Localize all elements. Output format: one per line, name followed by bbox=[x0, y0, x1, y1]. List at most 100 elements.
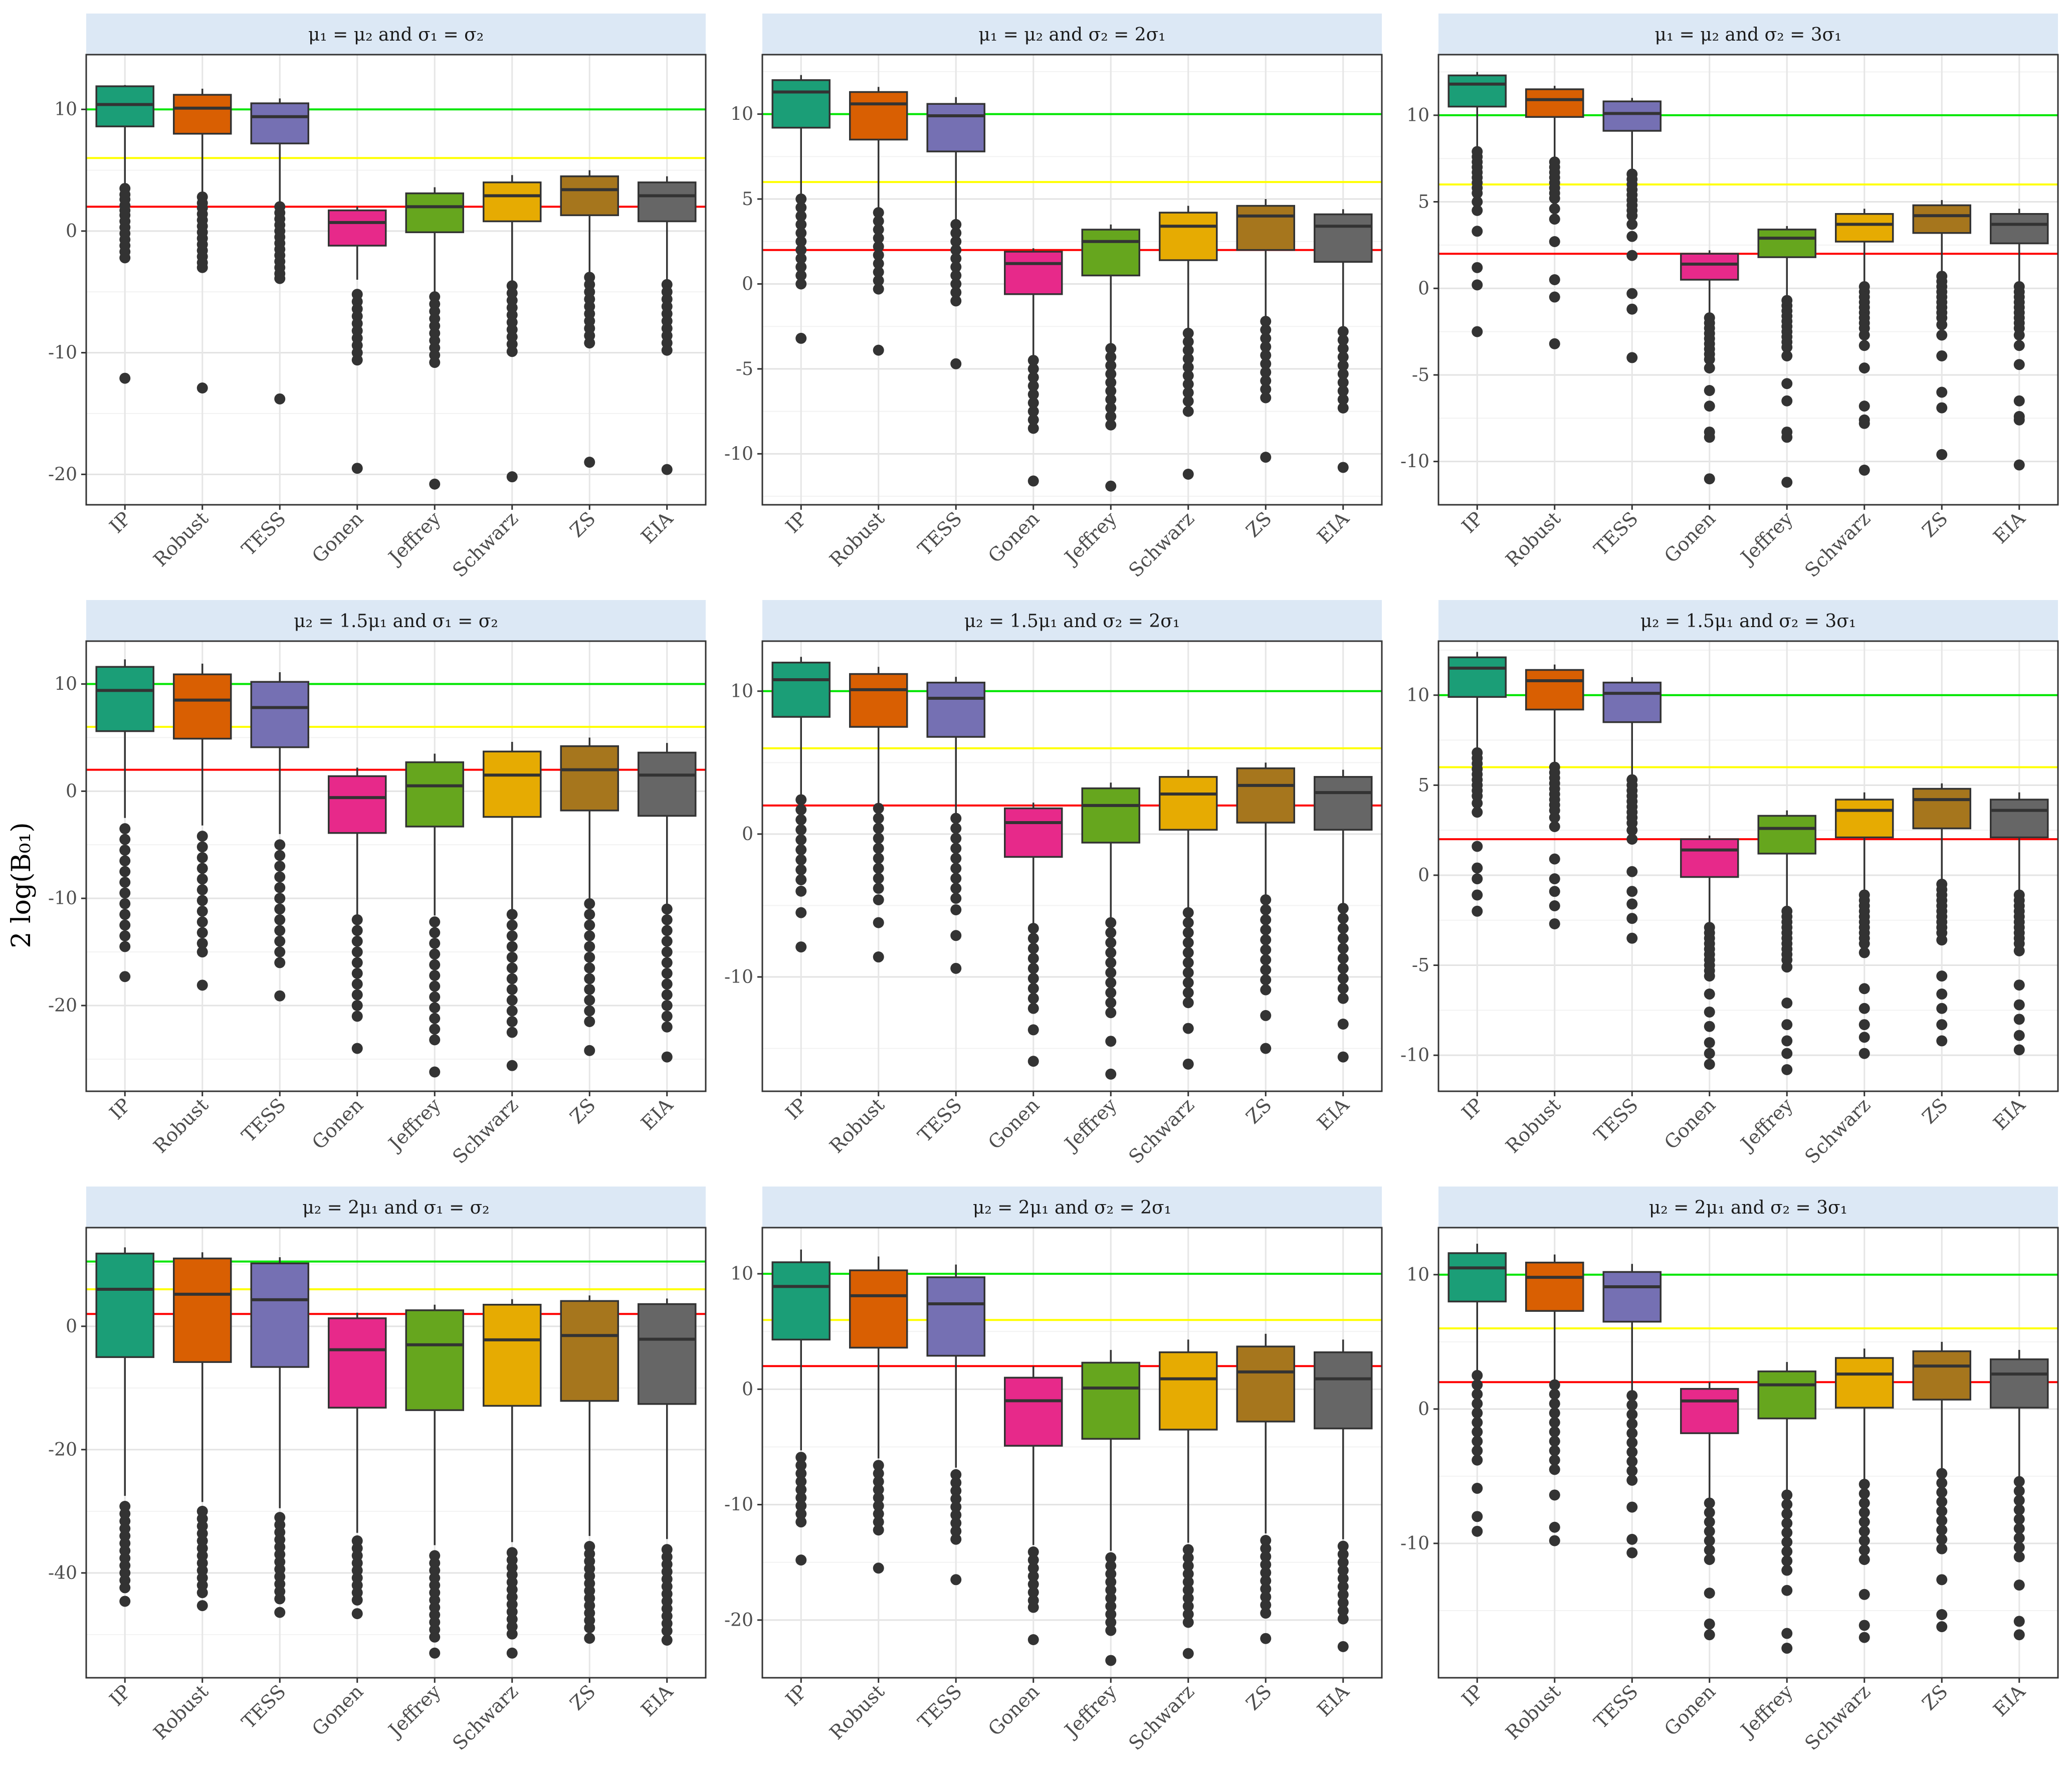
outlier-point bbox=[950, 873, 962, 884]
outlier-point bbox=[1337, 962, 1349, 974]
outlier-point bbox=[506, 909, 518, 920]
box-robust bbox=[173, 663, 232, 991]
outlier-point bbox=[351, 463, 363, 474]
outlier-point bbox=[795, 834, 807, 846]
box-zs bbox=[560, 170, 619, 468]
box-eia bbox=[1314, 769, 1373, 1063]
box-zs bbox=[560, 1295, 619, 1644]
outlier-point bbox=[2013, 1580, 2025, 1591]
outlier-point bbox=[795, 1516, 807, 1528]
y-tick-label: -10 bbox=[724, 444, 753, 464]
outlier-point bbox=[795, 1476, 807, 1487]
outlier-point bbox=[1704, 1048, 1715, 1059]
outlier-point bbox=[1182, 469, 1194, 480]
y-tick-label: -10 bbox=[1400, 1045, 1429, 1066]
outlier-point bbox=[196, 262, 208, 273]
outlier-point bbox=[1549, 1535, 1560, 1546]
outlier-point bbox=[1337, 923, 1349, 934]
outlier-point bbox=[196, 1587, 208, 1599]
iqr-box bbox=[1004, 807, 1063, 858]
iqr-box bbox=[405, 192, 464, 234]
outlier-point bbox=[1027, 423, 1039, 434]
outlier-point bbox=[795, 332, 807, 344]
outlier-point bbox=[1549, 1379, 1560, 1391]
box-robust bbox=[849, 667, 908, 963]
outlier-point bbox=[429, 948, 441, 960]
box-gonen bbox=[328, 207, 387, 474]
outlier-point bbox=[950, 227, 962, 239]
outlier-point bbox=[1472, 262, 1483, 273]
outlier-point bbox=[119, 1582, 131, 1594]
iqr-box bbox=[1081, 787, 1140, 844]
box-schwarz bbox=[1159, 206, 1218, 480]
iqr-box bbox=[1990, 213, 2049, 245]
outlier-point bbox=[1337, 952, 1349, 964]
box-jeffrey bbox=[1757, 810, 1816, 1075]
outlier-point bbox=[2013, 395, 2025, 407]
y-tick-label: 5 bbox=[742, 189, 753, 210]
outlier-point bbox=[1781, 1499, 1793, 1510]
outlier-point bbox=[1858, 1507, 1870, 1518]
outlier-point bbox=[1337, 351, 1349, 363]
outlier-point bbox=[2013, 1485, 2025, 1497]
y-tick-label: -10 bbox=[1400, 1533, 1429, 1554]
outlier-point bbox=[795, 885, 807, 897]
outlier-point bbox=[1105, 402, 1117, 414]
outlier-point bbox=[1027, 1003, 1039, 1014]
outlier-point bbox=[1936, 1003, 1948, 1014]
outlier-point bbox=[1337, 402, 1349, 414]
outlier-point bbox=[196, 937, 208, 949]
outlier-point bbox=[1472, 1389, 1483, 1400]
box-ip bbox=[1447, 1244, 1507, 1537]
outlier-point bbox=[950, 843, 962, 854]
outlier-point bbox=[1626, 1399, 1638, 1411]
outlier-point bbox=[661, 914, 673, 925]
iqr-box bbox=[1525, 669, 1584, 711]
iqr-box bbox=[926, 681, 985, 738]
iqr-box bbox=[560, 1300, 619, 1402]
outlier-point bbox=[1337, 462, 1349, 473]
box-schwarz bbox=[483, 1299, 542, 1659]
outlier-point bbox=[506, 919, 518, 931]
outlier-point bbox=[1105, 1609, 1117, 1620]
outlier-point bbox=[1626, 1547, 1638, 1558]
y-tick-label: 0 bbox=[742, 1379, 753, 1400]
outlier-point bbox=[1626, 231, 1638, 242]
outlier-point bbox=[1781, 1527, 1793, 1538]
outlier-point bbox=[950, 219, 962, 230]
outlier-point bbox=[1549, 1521, 1560, 1533]
outlier-point bbox=[1182, 1552, 1194, 1563]
outlier-point bbox=[1105, 1585, 1117, 1596]
outlier-point bbox=[2013, 1504, 2025, 1515]
outlier-point bbox=[119, 930, 131, 941]
outlier-point bbox=[1260, 964, 1272, 975]
outlier-point bbox=[873, 863, 884, 874]
box-eia bbox=[1990, 792, 2049, 1056]
outlier-point bbox=[950, 1509, 962, 1521]
y-tick-label: 10 bbox=[1406, 105, 1429, 126]
outlier-point bbox=[950, 244, 962, 256]
outlier-point bbox=[1182, 927, 1194, 938]
iqr-box bbox=[638, 181, 697, 223]
box-jeffrey bbox=[405, 187, 464, 490]
outlier-point bbox=[1337, 385, 1349, 397]
panel-strip bbox=[762, 14, 1382, 55]
outlier-point bbox=[1182, 1648, 1194, 1659]
outlier-point bbox=[584, 457, 595, 468]
outlier-point bbox=[1105, 957, 1117, 968]
outlier-point bbox=[1472, 873, 1483, 885]
outlier-point bbox=[351, 1000, 363, 1011]
outlier-point bbox=[1549, 236, 1560, 248]
box-eia bbox=[638, 176, 697, 475]
outlier-point bbox=[196, 873, 208, 885]
outlier-point bbox=[1260, 934, 1272, 945]
box-tess bbox=[250, 1257, 309, 1618]
outlier-point bbox=[1858, 1535, 1870, 1546]
outlier-point bbox=[661, 925, 673, 936]
outlier-point bbox=[1549, 192, 1560, 204]
outlier-point bbox=[2013, 1523, 2025, 1534]
